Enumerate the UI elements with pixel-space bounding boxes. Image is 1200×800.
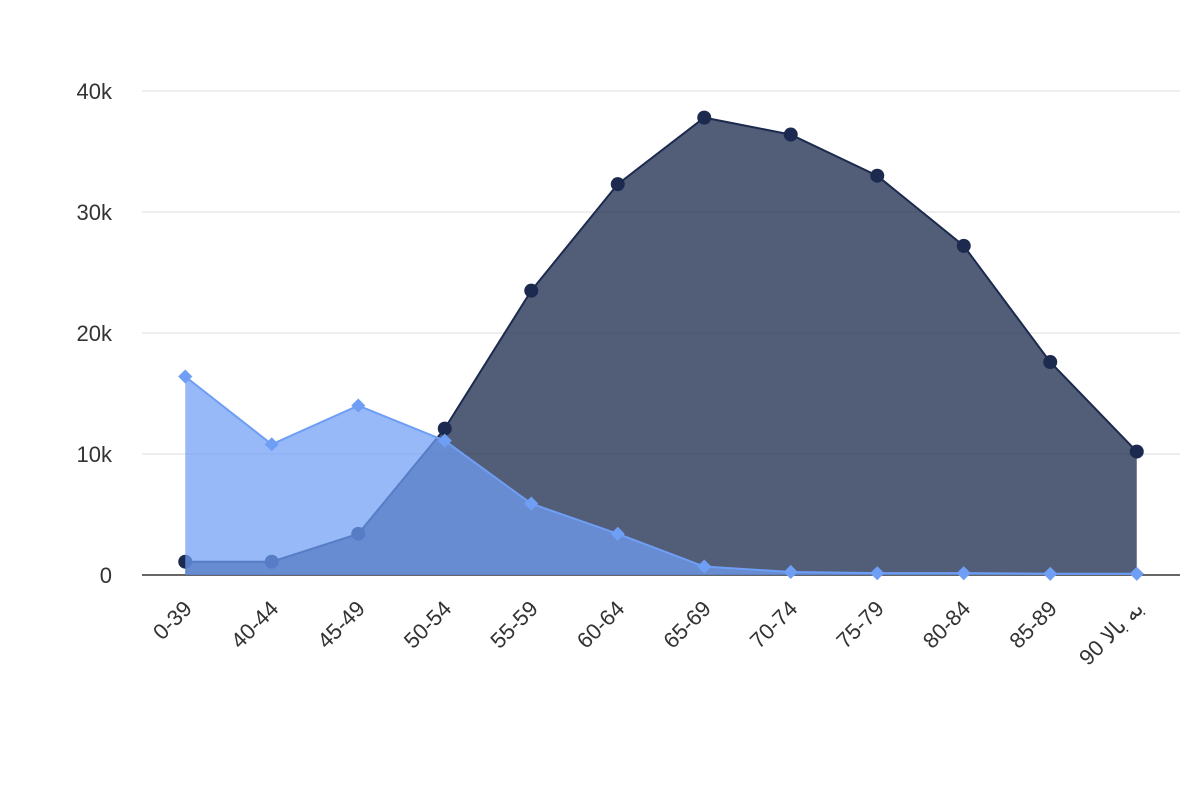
x-tick-label: 70-74 [745,596,802,653]
point [1129,566,1144,581]
point [1129,444,1144,459]
x-tick-label: 75-79 [831,596,888,653]
point [264,437,279,452]
point [610,526,625,541]
y-tick-label: 20k [77,321,113,346]
point [956,566,971,581]
y-tick-label: 10k [77,442,113,467]
point [178,369,193,384]
point [437,421,452,436]
point [870,168,885,183]
y-tick-label: 0 [100,563,112,588]
x-tick-label: 50-54 [399,596,456,653]
point [437,433,452,448]
point [697,110,712,125]
x-tick-label: 85-89 [1004,596,1061,653]
point [610,177,625,192]
point [351,398,366,413]
y-tick-label: 40k [77,79,113,104]
area [185,376,1137,575]
x-tick-label: 90 به بالا [1074,596,1148,670]
point [524,283,539,298]
point [524,496,539,511]
x-tick-label: 45-49 [312,596,369,653]
x-tick-label: 40-44 [226,596,283,653]
x-tick-label: 80-84 [918,596,975,653]
x-tick-label: 55-59 [485,596,542,653]
point [956,238,971,253]
point [870,566,885,581]
point [1043,566,1058,581]
line [184,375,1137,575]
point [1043,355,1058,370]
x-tick-label: 65-69 [658,596,715,653]
x-tick-label: 60-64 [572,596,629,653]
point [783,564,798,580]
x-tick-label: 0-39 [148,596,197,645]
point [697,559,712,574]
y-tick-label: 30k [77,200,113,225]
point [783,127,798,142]
